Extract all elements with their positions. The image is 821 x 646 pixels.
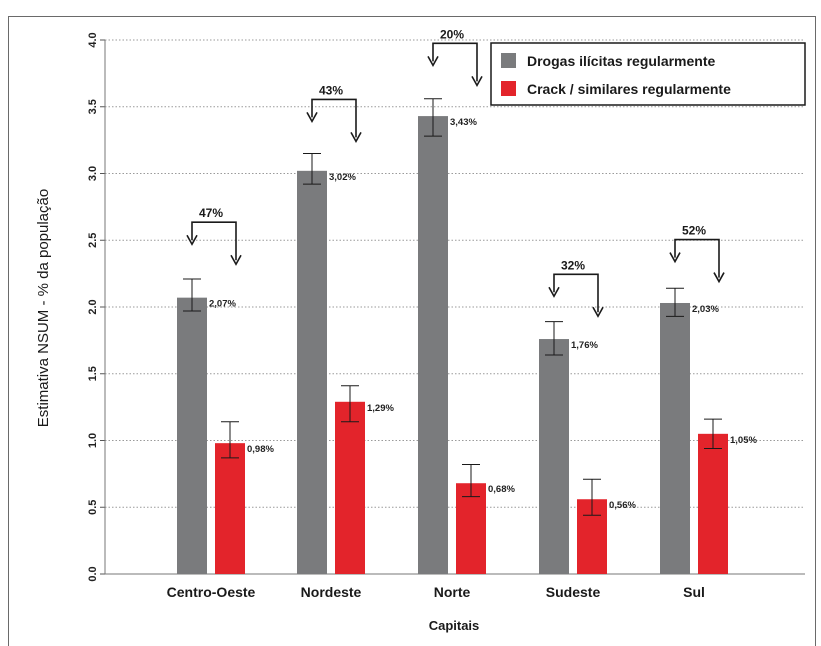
reduction-percent-label: 20% xyxy=(440,27,464,41)
legend-swatch-crack xyxy=(501,81,516,96)
reduction-arrow xyxy=(674,238,720,278)
arrowhead-right xyxy=(713,272,725,284)
y-tick-label: 4.0 xyxy=(87,32,99,47)
y-axis-title: Estimativa NSUM - % da população xyxy=(35,189,52,427)
data-label: 0,56% xyxy=(609,500,636,511)
bar-drogas xyxy=(660,302,690,574)
data-label: 3,43% xyxy=(450,117,477,128)
legend-label-crack: Crack / similares regularmente xyxy=(527,81,731,97)
reduction-percent-label: 47% xyxy=(199,206,223,220)
y-tick-label: 3.5 xyxy=(87,99,99,114)
bar-drogas xyxy=(418,116,448,574)
bar-drogas xyxy=(539,339,569,574)
arrowhead-right xyxy=(230,254,242,266)
frame-border-left xyxy=(8,16,9,646)
data-label: 2,03% xyxy=(692,304,719,315)
bars: 2,07% 0,98% 3,02% 1,29% 3,43% 0,68% 1,76% 0,56%… xyxy=(177,98,757,574)
reduction-arrow xyxy=(191,221,237,261)
bar-crack xyxy=(698,433,728,574)
data-label: 1,29% xyxy=(367,403,394,414)
legend-label-drogas: Drogas ilícitas regularmente xyxy=(527,53,716,69)
data-label: 1,05% xyxy=(730,435,757,446)
arrowhead-left xyxy=(306,112,318,124)
x-tick-label: Norte xyxy=(434,584,471,600)
reduction-arrow xyxy=(311,98,357,138)
x-tick-label: Nordeste xyxy=(301,584,362,600)
data-label: 3,02% xyxy=(329,172,356,183)
reduction-percent-label: 43% xyxy=(319,83,343,97)
y-tick-label: 0.5 xyxy=(87,500,99,515)
reduction-arrow xyxy=(553,273,599,313)
y-tick-label: 3.0 xyxy=(87,166,99,181)
x-axis-title: Capitais xyxy=(429,618,480,633)
arrowhead-left xyxy=(669,252,681,264)
axes: 0.0 0.5 1.0 1.5 2.0 2.5 3.0 3.5 4.0 Centro-Oeste N… xyxy=(87,32,805,600)
x-tick-label: Centro-Oeste xyxy=(167,584,256,600)
x-tick-label: Sul xyxy=(683,584,705,600)
annotations: 47% 43% 20% 32% 52% xyxy=(186,27,725,318)
arrowhead-right xyxy=(471,75,483,87)
data-label: 1,76% xyxy=(571,340,598,351)
arrowhead-left xyxy=(427,55,439,67)
bar-drogas xyxy=(297,170,327,574)
y-tick-label: 2.0 xyxy=(87,299,99,314)
frame-border-right xyxy=(815,16,816,646)
data-label: 2,07% xyxy=(209,299,236,310)
data-label: 0,98% xyxy=(247,444,274,455)
frame-border-top xyxy=(8,16,816,17)
legend-swatch-drogas xyxy=(501,53,516,68)
y-tick-label: 1.5 xyxy=(87,366,99,381)
x-tick-label: Sudeste xyxy=(546,584,601,600)
legend: Drogas ilícitas regularmente Crack / sim… xyxy=(490,42,806,106)
arrowhead-left xyxy=(186,234,198,246)
bar-drogas xyxy=(177,297,207,574)
arrowhead-right xyxy=(350,132,362,144)
reduction-percent-label: 52% xyxy=(682,224,706,238)
arrowhead-left xyxy=(548,286,560,298)
arrowhead-right xyxy=(592,306,604,318)
data-label: 0,68% xyxy=(488,484,515,495)
bar-crack xyxy=(335,401,365,574)
reduction-percent-label: 32% xyxy=(561,258,585,272)
bar-crack xyxy=(215,443,245,574)
y-tick-label: 2.5 xyxy=(87,233,99,248)
y-tick-label: 0.0 xyxy=(87,566,99,581)
y-tick-label: 1.0 xyxy=(87,433,99,448)
reduction-arrow xyxy=(432,42,478,82)
legend-box xyxy=(490,42,806,106)
bar-crack xyxy=(456,483,486,574)
